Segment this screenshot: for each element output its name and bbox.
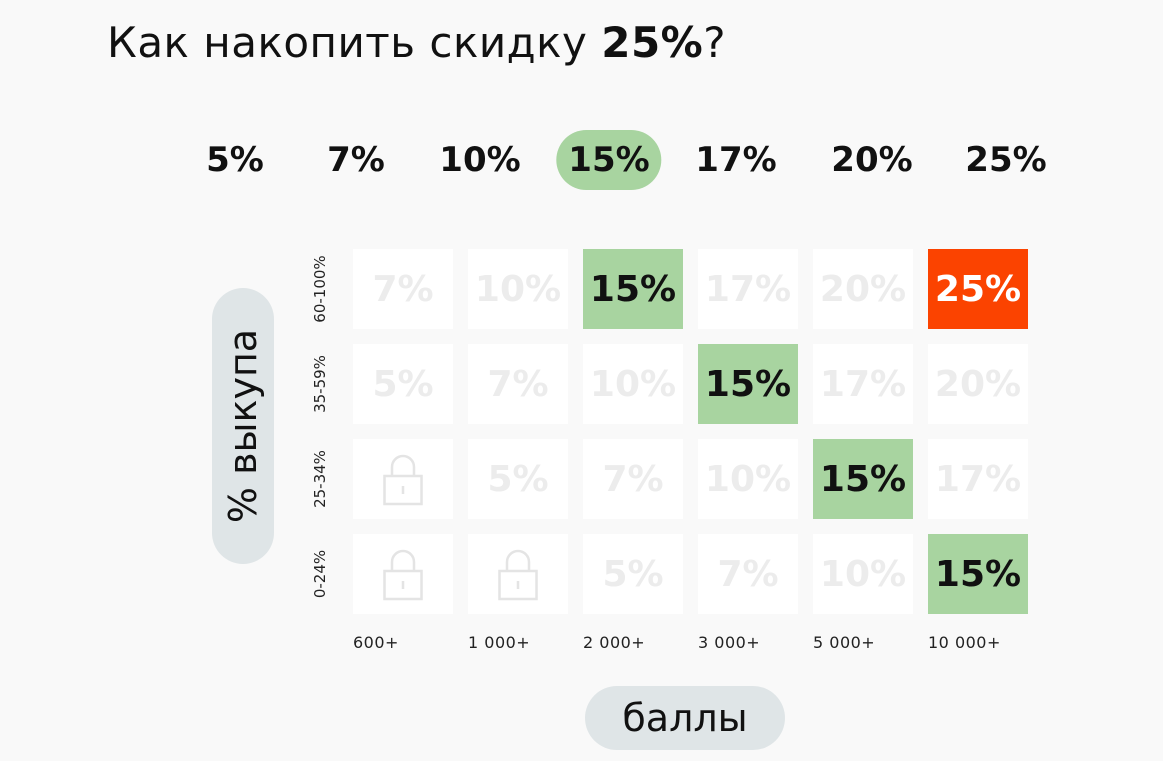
discount-cell-value: 5% xyxy=(602,553,664,595)
title-text: Как накопить скидку xyxy=(107,18,602,67)
column-label: 5 000+ xyxy=(813,633,876,652)
discount-cell-value: 15% xyxy=(589,268,677,310)
column-label: 2 000+ xyxy=(583,633,646,652)
discount-cell-value: 15% xyxy=(819,458,907,500)
discount-cell: 7% xyxy=(353,249,453,329)
row-label-text: 25-34% xyxy=(311,450,329,508)
discount-cell-value: 5% xyxy=(487,458,549,500)
title-suffix: ? xyxy=(703,18,727,67)
discount-cell: 7% xyxy=(698,534,798,614)
discount-cell: 7% xyxy=(468,344,568,424)
locked-cell xyxy=(468,534,568,614)
column-label: 1 000+ xyxy=(468,633,531,652)
row-label-text: 60-100% xyxy=(311,255,329,323)
discount-cell: 17% xyxy=(813,344,913,424)
level-17-percent: 17% xyxy=(695,140,777,180)
discount-cell-value: 20% xyxy=(819,268,907,310)
level-25-percent: 25% xyxy=(965,140,1047,180)
discount-cell-value: 10% xyxy=(819,553,907,595)
page-title: Как накопить скидку 25%? xyxy=(107,18,726,67)
lock-icon xyxy=(383,547,423,601)
discount-cell: 20% xyxy=(928,344,1028,424)
x-axis-label: баллы xyxy=(622,696,748,740)
discount-cell-highlight: 25% xyxy=(928,249,1028,329)
lock-icon xyxy=(383,452,423,506)
discount-cell: 10% xyxy=(698,439,798,519)
discount-cell-value: 15% xyxy=(704,363,792,405)
discount-cell: 17% xyxy=(928,439,1028,519)
discount-cell-value: 25% xyxy=(934,268,1022,310)
column-label: 3 000+ xyxy=(698,633,761,652)
discount-cell-value: 17% xyxy=(704,268,792,310)
discount-cell-value: 17% xyxy=(819,363,907,405)
discount-levels: 5% 7% 10% 15% 17% 20% 25% xyxy=(0,130,1163,190)
level-5-percent: 5% xyxy=(206,140,264,180)
discount-cell: 20% xyxy=(813,249,913,329)
discount-cell: 10% xyxy=(813,534,913,614)
discount-cell-value: 7% xyxy=(717,553,779,595)
discount-cell-value: 17% xyxy=(934,458,1022,500)
discount-cell: 7% xyxy=(583,439,683,519)
discount-cell-value: 10% xyxy=(589,363,677,405)
discount-cell-value: 5% xyxy=(372,363,434,405)
y-axis-pill: % выкупа xyxy=(212,288,274,564)
discount-cell-value: 7% xyxy=(372,268,434,310)
discount-cell-value: 15% xyxy=(934,553,1022,595)
discount-cell: 10% xyxy=(583,344,683,424)
discount-cell-value: 7% xyxy=(602,458,664,500)
lock-icon xyxy=(498,547,538,601)
discount-cell-value: 10% xyxy=(474,268,562,310)
discount-cell-value: 7% xyxy=(487,363,549,405)
column-label: 600+ xyxy=(353,633,399,652)
level-20-percent: 20% xyxy=(831,140,913,180)
discount-cell: 5% xyxy=(583,534,683,614)
discount-cell-highlight: 15% xyxy=(698,344,798,424)
x-axis-pill: баллы xyxy=(585,686,785,750)
level-10-percent: 10% xyxy=(439,140,521,180)
row-label-text: 35-59% xyxy=(311,355,329,413)
discount-cell: 5% xyxy=(353,344,453,424)
discount-cell-highlight: 15% xyxy=(813,439,913,519)
discount-cell-value: 10% xyxy=(704,458,792,500)
discount-cell: 17% xyxy=(698,249,798,329)
locked-cell xyxy=(353,534,453,614)
y-axis-label: % выкупа xyxy=(221,328,265,524)
locked-cell xyxy=(353,439,453,519)
discount-cell-value: 20% xyxy=(934,363,1022,405)
discount-cell-highlight: 15% xyxy=(583,249,683,329)
level-15-percent: 15% xyxy=(556,130,662,190)
discount-cell: 10% xyxy=(468,249,568,329)
discount-cell-highlight: 15% xyxy=(928,534,1028,614)
row-label-text: 0-24% xyxy=(311,549,329,599)
column-label: 10 000+ xyxy=(928,633,1001,652)
discount-cell: 5% xyxy=(468,439,568,519)
level-7-percent: 7% xyxy=(327,140,385,180)
title-highlight: 25% xyxy=(601,18,704,67)
